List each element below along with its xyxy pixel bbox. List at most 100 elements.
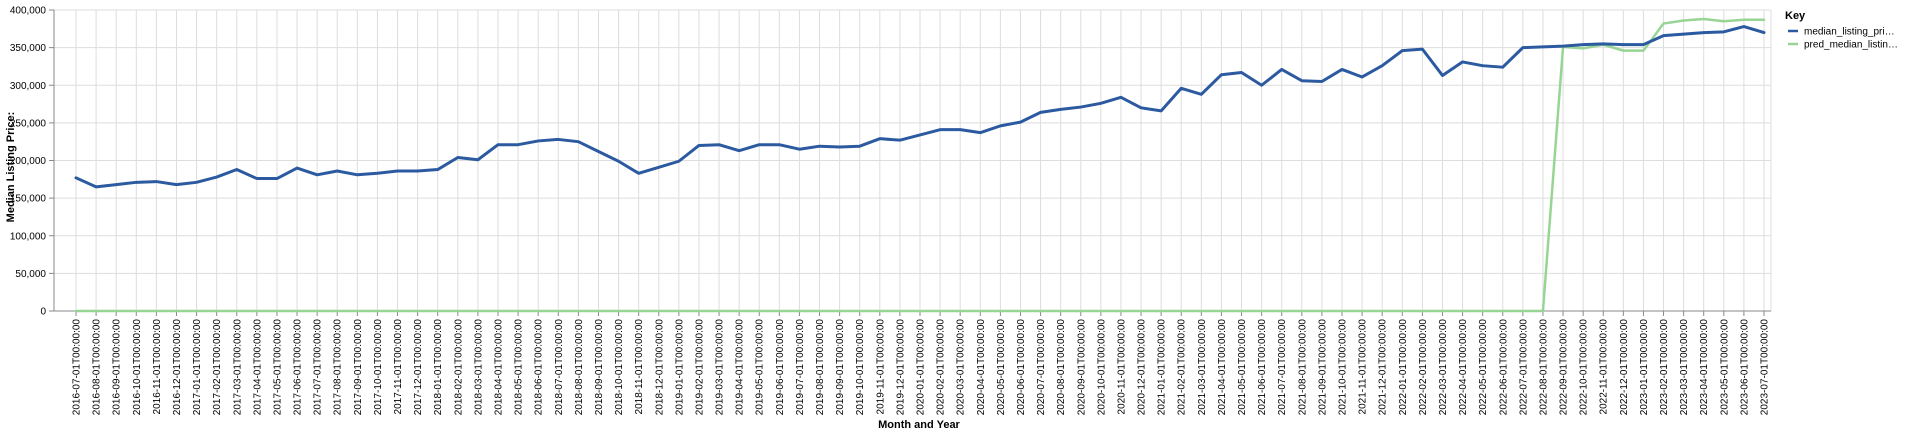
series-lines <box>74 17 1766 313</box>
x-tick-label: 2018-09-01T00:00:00 <box>594 319 605 416</box>
x-tick-label: 2020-06-01T00:00:00 <box>1016 319 1027 416</box>
x-tick-label: 2023-04-01T00:00:00 <box>1699 319 1710 416</box>
x-tick-label: 2017-08-01T00:00:00 <box>333 319 344 416</box>
x-tick-label: 2016-11-01T00:00:00 <box>152 319 163 415</box>
y-tick-label: 200,000 <box>10 156 47 167</box>
y-tick-label: 150,000 <box>10 194 47 205</box>
y-tick-label: 350,000 <box>10 43 47 54</box>
x-tick-label: 2019-12-01T00:00:00 <box>895 319 906 416</box>
x-tick-label: 2020-05-01T00:00:00 <box>996 319 1007 416</box>
x-tick-label: 2019-03-01T00:00:00 <box>715 319 726 416</box>
x-tick-label: 2017-10-01T00:00:00 <box>373 319 384 416</box>
x-tick-label: 2022-06-01T00:00:00 <box>1498 319 1509 416</box>
x-tick-label: 2018-08-01T00:00:00 <box>574 319 585 416</box>
x-tick-label: 2017-06-01T00:00:00 <box>293 319 304 416</box>
x-tick-label: 2018-12-01T00:00:00 <box>654 319 665 416</box>
x-tick-label: 2022-08-01T00:00:00 <box>1538 319 1549 416</box>
y-tick-label: 400,000 <box>10 6 47 17</box>
x-tick-label: 2019-04-01T00:00:00 <box>735 319 746 416</box>
x-tick-label: 2017-01-01T00:00:00 <box>192 319 203 416</box>
x-tick-label: 2023-06-01T00:00:00 <box>1739 319 1750 416</box>
series-line-median-listing-price <box>74 25 1766 189</box>
x-tick-label: 2017-12-01T00:00:00 <box>413 319 424 416</box>
x-tick-label: 2017-04-01T00:00:00 <box>252 319 263 416</box>
legend-label: pred_median_listin… <box>1804 40 1898 51</box>
x-tick-label: 2021-03-01T00:00:00 <box>1197 319 1208 416</box>
x-tick-label: 2018-10-01T00:00:00 <box>614 319 625 416</box>
x-tick-label: 2022-12-01T00:00:00 <box>1619 319 1630 416</box>
x-axis-title: Month and Year <box>878 419 960 431</box>
x-tick-label: 2016-09-01T00:00:00 <box>112 319 123 416</box>
y-tick-label: 50,000 <box>15 269 46 280</box>
x-tick-label: 2017-05-01T00:00:00 <box>272 319 283 416</box>
x-tick-label: 2022-02-01T00:00:00 <box>1418 319 1429 416</box>
y-tick-label: 0 <box>40 307 46 318</box>
x-tick-label: 2022-09-01T00:00:00 <box>1559 319 1570 416</box>
x-tick-label: 2020-09-01T00:00:00 <box>1076 319 1087 416</box>
x-tick-label: 2020-12-01T00:00:00 <box>1137 319 1148 416</box>
x-tick-label: 2017-07-01T00:00:00 <box>313 319 324 416</box>
x-tick-label: 2021-02-01T00:00:00 <box>1177 319 1188 416</box>
x-tick-label: 2020-11-01T00:00:00 <box>1116 319 1127 415</box>
x-tick-label: 2022-11-01T00:00:00 <box>1599 319 1610 415</box>
x-tick-label: 2020-03-01T00:00:00 <box>956 319 967 416</box>
x-tick-label: 2021-07-01T00:00:00 <box>1277 319 1288 416</box>
x-tick-label: 2019-01-01T00:00:00 <box>674 319 685 416</box>
x-tick-label: 2019-05-01T00:00:00 <box>755 319 766 416</box>
x-tick-label: 2020-02-01T00:00:00 <box>936 319 947 416</box>
x-tick-label: 2023-05-01T00:00:00 <box>1719 319 1730 416</box>
x-tick-label: 2018-07-01T00:00:00 <box>554 319 565 416</box>
x-tick-label: 2018-04-01T00:00:00 <box>494 319 505 416</box>
x-tick-label: 2019-07-01T00:00:00 <box>795 319 806 416</box>
x-tick-label: 2021-06-01T00:00:00 <box>1257 319 1268 416</box>
x-tick-label: 2021-09-01T00:00:00 <box>1317 319 1328 416</box>
x-tick-label: 2016-07-01T00:00:00 <box>72 319 83 416</box>
x-tick-label: 2021-05-01T00:00:00 <box>1237 319 1248 416</box>
x-tick-label: 2018-01-01T00:00:00 <box>433 319 444 416</box>
x-tick-label: 2022-03-01T00:00:00 <box>1438 319 1449 416</box>
x-tick-label: 2020-10-01T00:00:00 <box>1096 319 1107 416</box>
x-tick-label: 2020-08-01T00:00:00 <box>1056 319 1067 416</box>
y-tick-label: 250,000 <box>10 118 47 129</box>
x-tick-label: 2023-07-01T00:00:00 <box>1760 319 1771 416</box>
x-tick-label: 2021-04-01T00:00:00 <box>1217 319 1228 416</box>
y-tick-label: 300,000 <box>10 81 47 92</box>
x-tick-label: 2019-02-01T00:00:00 <box>694 319 705 416</box>
x-tick-label: 2023-02-01T00:00:00 <box>1659 319 1670 416</box>
x-tick-label: 2019-08-01T00:00:00 <box>815 319 826 416</box>
x-tick-label: 2022-10-01T00:00:00 <box>1579 319 1590 416</box>
x-tick-label: 2018-11-01T00:00:00 <box>634 319 645 415</box>
x-axis: 2016-07-01T00:00:00 2016-08-01T00:00:00 20… <box>54 310 1771 416</box>
x-tick-label: 2021-11-01T00:00:00 <box>1358 319 1369 415</box>
x-tick-label: 2022-07-01T00:00:00 <box>1518 319 1529 416</box>
x-tick-label: 2020-07-01T00:00:00 <box>1036 319 1047 416</box>
x-tick-label: 2019-06-01T00:00:00 <box>775 319 786 416</box>
x-tick-label: 2023-01-01T00:00:00 <box>1639 319 1650 416</box>
x-tick-label: 2021-01-01T00:00:00 <box>1157 319 1168 416</box>
y-axis-title: Median Listing Price: <box>5 112 17 223</box>
x-tick-label: 2019-11-01T00:00:00 <box>875 319 886 415</box>
x-tick-label: 2022-05-01T00:00:00 <box>1478 319 1489 416</box>
legend-label: median_listing_pri… <box>1804 27 1895 38</box>
x-tick-label: 2020-01-01T00:00:00 <box>916 319 927 416</box>
x-tick-label: 2019-10-01T00:00:00 <box>855 319 866 416</box>
x-tick-label: 2021-10-01T00:00:00 <box>1338 319 1349 416</box>
legend-title: Key <box>1785 10 1806 22</box>
y-tick-label: 100,000 <box>10 231 47 242</box>
x-tick-label: 2023-03-01T00:00:00 <box>1679 319 1690 416</box>
x-tick-label: 2016-12-01T00:00:00 <box>172 319 183 416</box>
x-tick-label: 2016-10-01T00:00:00 <box>132 319 143 416</box>
x-tick-label: 2022-04-01T00:00:00 <box>1458 319 1469 416</box>
gridlines <box>54 9 1772 312</box>
x-tick-label: 2021-08-01T00:00:00 <box>1297 319 1308 416</box>
y-axis: 0 50,000 100,000 150,000 200,000 250,000 300,0… <box>10 6 55 318</box>
x-tick-label: 2020-04-01T00:00:00 <box>976 319 987 416</box>
x-tick-label: 2017-09-01T00:00:00 <box>353 319 364 416</box>
x-tick-label: 2017-03-01T00:00:00 <box>232 319 243 416</box>
x-tick-label: 2018-05-01T00:00:00 <box>514 319 525 416</box>
x-tick-label: 2022-01-01T00:00:00 <box>1398 319 1409 416</box>
x-tick-label: 2018-02-01T00:00:00 <box>453 319 464 416</box>
x-tick-label: 2018-06-01T00:00:00 <box>534 319 545 416</box>
x-tick-label: 2021-12-01T00:00:00 <box>1378 319 1389 416</box>
